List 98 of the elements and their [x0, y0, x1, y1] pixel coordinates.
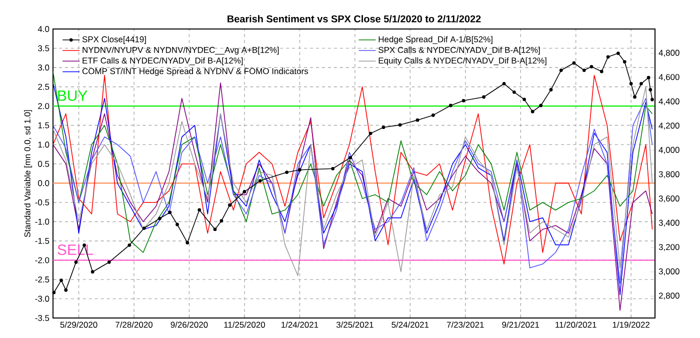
legend-label: COMP ST/INT Hedge Spread & NYDNV & FOMO Indicators	[82, 68, 308, 76]
y-tick-label: 4.0	[38, 26, 50, 32]
y2-tick-label: 2,800	[658, 292, 680, 300]
point	[128, 243, 132, 247]
y2-tick-label: 4,600	[658, 74, 680, 82]
point	[220, 219, 224, 223]
point	[142, 226, 146, 230]
x-tick-label: 7/28/2020	[116, 322, 152, 328]
y2-tick-label: 3,000	[658, 268, 680, 276]
y2-tick-label: 4,400	[658, 98, 680, 106]
y-tick-label: -1.0	[35, 218, 50, 225]
point	[242, 190, 246, 194]
point	[502, 82, 506, 86]
y2-tick-label: 3,200	[658, 244, 680, 252]
point	[198, 208, 202, 212]
y-tick-label: 3.0	[38, 64, 50, 71]
y-tick-label: -3.0	[35, 296, 50, 302]
point	[186, 241, 190, 244]
point	[512, 90, 516, 94]
point	[648, 88, 652, 92]
x-tick-label: 11/25/2020	[224, 322, 265, 328]
point	[416, 118, 420, 122]
y2-tick-label: 4,800	[658, 50, 680, 57]
y-tick-label: -3.5	[35, 315, 50, 321]
point	[431, 114, 435, 117]
y2-tick-label: 3,800	[658, 171, 680, 178]
point	[539, 104, 543, 108]
point	[64, 288, 68, 292]
x-tick-label: 1/24/2021	[281, 322, 318, 328]
point	[606, 55, 610, 59]
y-tick-label: -0.5	[35, 199, 50, 206]
y-tick-label: 1.5	[38, 122, 50, 128]
y-tick-label: 0.5	[38, 160, 50, 167]
point	[107, 260, 111, 264]
x-tick-label: 3/25/2021	[336, 322, 374, 328]
y2-tick-label: 3,600	[658, 196, 680, 202]
ref-line-label: BUY	[58, 90, 88, 101]
y-tick-label: -2.0	[35, 257, 50, 264]
point	[398, 123, 402, 127]
point	[646, 76, 650, 80]
x-tick-label: 5/24/2021	[392, 322, 429, 328]
point	[158, 216, 162, 220]
point	[559, 68, 563, 72]
y-tick-label: -2.5	[35, 276, 50, 282]
legend-label: NYDNV/NYUPV & NYDNV/NYDEC__Avg A+B[12%]	[82, 46, 279, 55]
point	[448, 104, 452, 108]
point	[368, 132, 372, 136]
y-tick-label: -1.5	[35, 238, 50, 244]
point	[331, 166, 335, 170]
y-tick-label: 3.5	[38, 45, 50, 52]
legend-label: Hedge Spread_Dif A-1/B[52%]	[378, 36, 492, 44]
point	[622, 60, 626, 64]
point	[590, 64, 594, 68]
point	[258, 179, 262, 182]
point	[633, 95, 636, 99]
point	[90, 270, 94, 274]
y2-tick-label: 4,000	[658, 146, 680, 154]
point	[213, 228, 217, 232]
point	[60, 278, 63, 282]
legend-label: ETF Calls & NYDEC/NYADV_Dif B-A[12%]	[82, 57, 243, 66]
point	[176, 222, 179, 226]
point	[522, 98, 526, 102]
point	[629, 82, 633, 86]
point	[462, 98, 466, 102]
point	[482, 95, 486, 99]
point	[616, 52, 620, 55]
y-tick-label: 2.5	[38, 84, 50, 90]
chart-title: Bearish Sentiment vs SPX Close 5/1/2020 to 2/11/2022	[228, 15, 481, 23]
x-tick-label: 1/19/2022	[612, 322, 650, 328]
y-axis-title: Standard Variable [mn 0.0, sd 1.0]	[24, 110, 32, 238]
y-tick-label: 1.0	[38, 142, 50, 148]
point	[228, 203, 232, 207]
point	[549, 88, 553, 92]
point	[285, 170, 288, 174]
y-tick-label: 0.0	[38, 180, 50, 186]
point	[52, 290, 56, 294]
x-tick-label: 9/26/2020	[170, 322, 208, 328]
y-tick-label: 2.0	[38, 103, 50, 110]
legend-label: SPX Calls & NYDEC/NYADV_Dif B-A[12%]	[378, 46, 540, 55]
point	[572, 61, 576, 65]
point	[348, 156, 352, 160]
point	[582, 68, 586, 72]
x-tick-label: 11/20/2021	[556, 322, 596, 328]
point	[640, 82, 643, 86]
point	[74, 260, 78, 264]
point	[530, 110, 534, 114]
point	[600, 70, 604, 74]
y2-tick-label: 4,200	[658, 122, 680, 130]
point	[650, 98, 654, 102]
x-tick-label: 7/23/2021	[446, 322, 484, 328]
y2-tick-label: 3,400	[658, 220, 680, 227]
point	[382, 126, 386, 130]
x-tick-label: 5/29/2020	[60, 322, 98, 328]
x-tick-label: 9/21/2021	[502, 322, 540, 328]
point	[168, 210, 172, 214]
legend-label: Equity Calls & NYDEC/NYADV_Dif B-A[12%]	[378, 57, 546, 66]
point	[298, 168, 302, 172]
legend-label: SPX Close[4419]	[82, 36, 146, 44]
